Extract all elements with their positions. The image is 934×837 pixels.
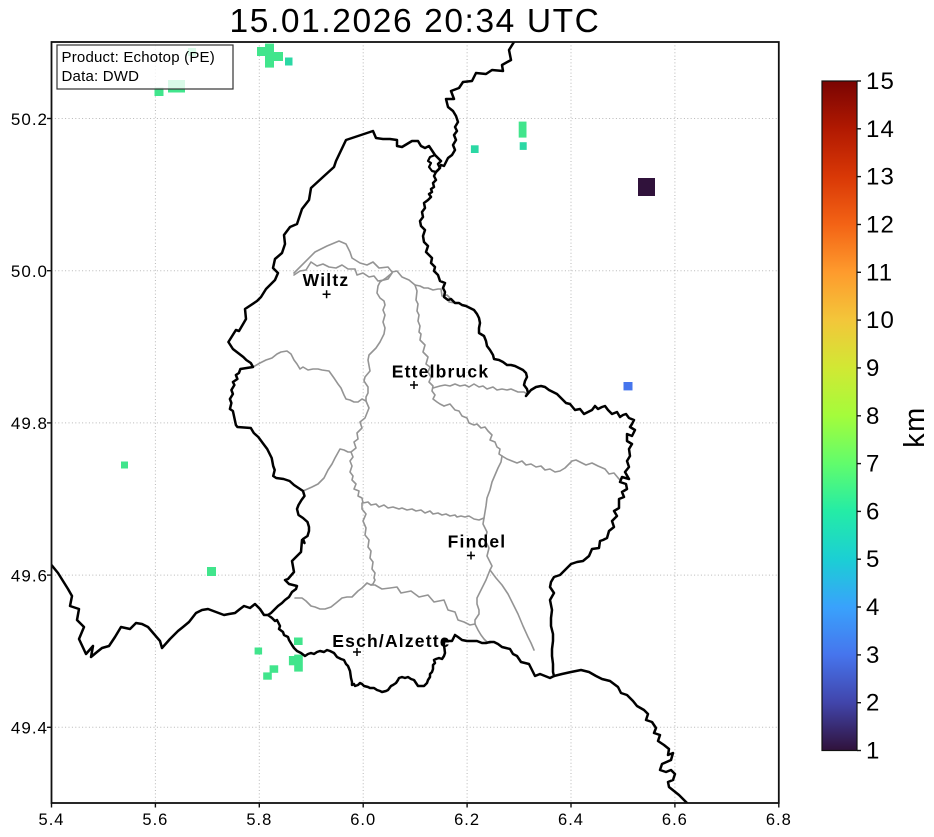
- svg-text:5.4: 5.4: [39, 811, 65, 829]
- svg-text:49.8: 49.8: [11, 414, 48, 433]
- svg-text:14: 14: [866, 116, 895, 143]
- svg-text:13: 13: [866, 164, 895, 191]
- svg-text:3: 3: [866, 642, 881, 669]
- svg-text:6.8: 6.8: [766, 811, 792, 829]
- svg-text:8: 8: [866, 403, 881, 430]
- svg-text:1: 1: [866, 738, 881, 765]
- svg-text:49.6: 49.6: [11, 566, 48, 585]
- svg-text:7: 7: [866, 451, 881, 478]
- svg-text:10: 10: [866, 307, 895, 334]
- svg-text:6.2: 6.2: [454, 811, 480, 829]
- svg-text:Data: DWD: Data: DWD: [62, 68, 140, 85]
- svg-text:15.01.2026 20:34 UTC: 15.01.2026 20:34 UTC: [230, 3, 601, 40]
- svg-text:12: 12: [866, 212, 895, 239]
- svg-text:km: km: [899, 406, 931, 448]
- svg-text:6.0: 6.0: [350, 811, 376, 829]
- svg-text:9: 9: [866, 355, 881, 382]
- svg-text:50.0: 50.0: [11, 262, 48, 281]
- svg-text:2: 2: [866, 690, 881, 717]
- svg-text:49.4: 49.4: [11, 719, 48, 738]
- svg-text:5.6: 5.6: [142, 811, 168, 829]
- svg-text:6.4: 6.4: [558, 811, 584, 829]
- svg-text:6.6: 6.6: [662, 811, 688, 829]
- svg-text:4: 4: [866, 594, 881, 621]
- svg-text:50.2: 50.2: [11, 110, 48, 129]
- svg-text:Wiltz: Wiltz: [303, 270, 350, 290]
- svg-text:Findel: Findel: [448, 532, 507, 552]
- svg-text:6: 6: [866, 498, 881, 525]
- svg-text:11: 11: [866, 259, 893, 286]
- svg-text:5: 5: [866, 546, 881, 573]
- svg-text:5.8: 5.8: [246, 811, 272, 829]
- svg-text:15: 15: [866, 68, 895, 95]
- svg-text:Esch/Alzette: Esch/Alzette: [332, 631, 450, 651]
- svg-text:Product: Echotop (PE): Product: Echotop (PE): [62, 49, 215, 66]
- svg-text:Ettelbruck: Ettelbruck: [392, 362, 490, 382]
